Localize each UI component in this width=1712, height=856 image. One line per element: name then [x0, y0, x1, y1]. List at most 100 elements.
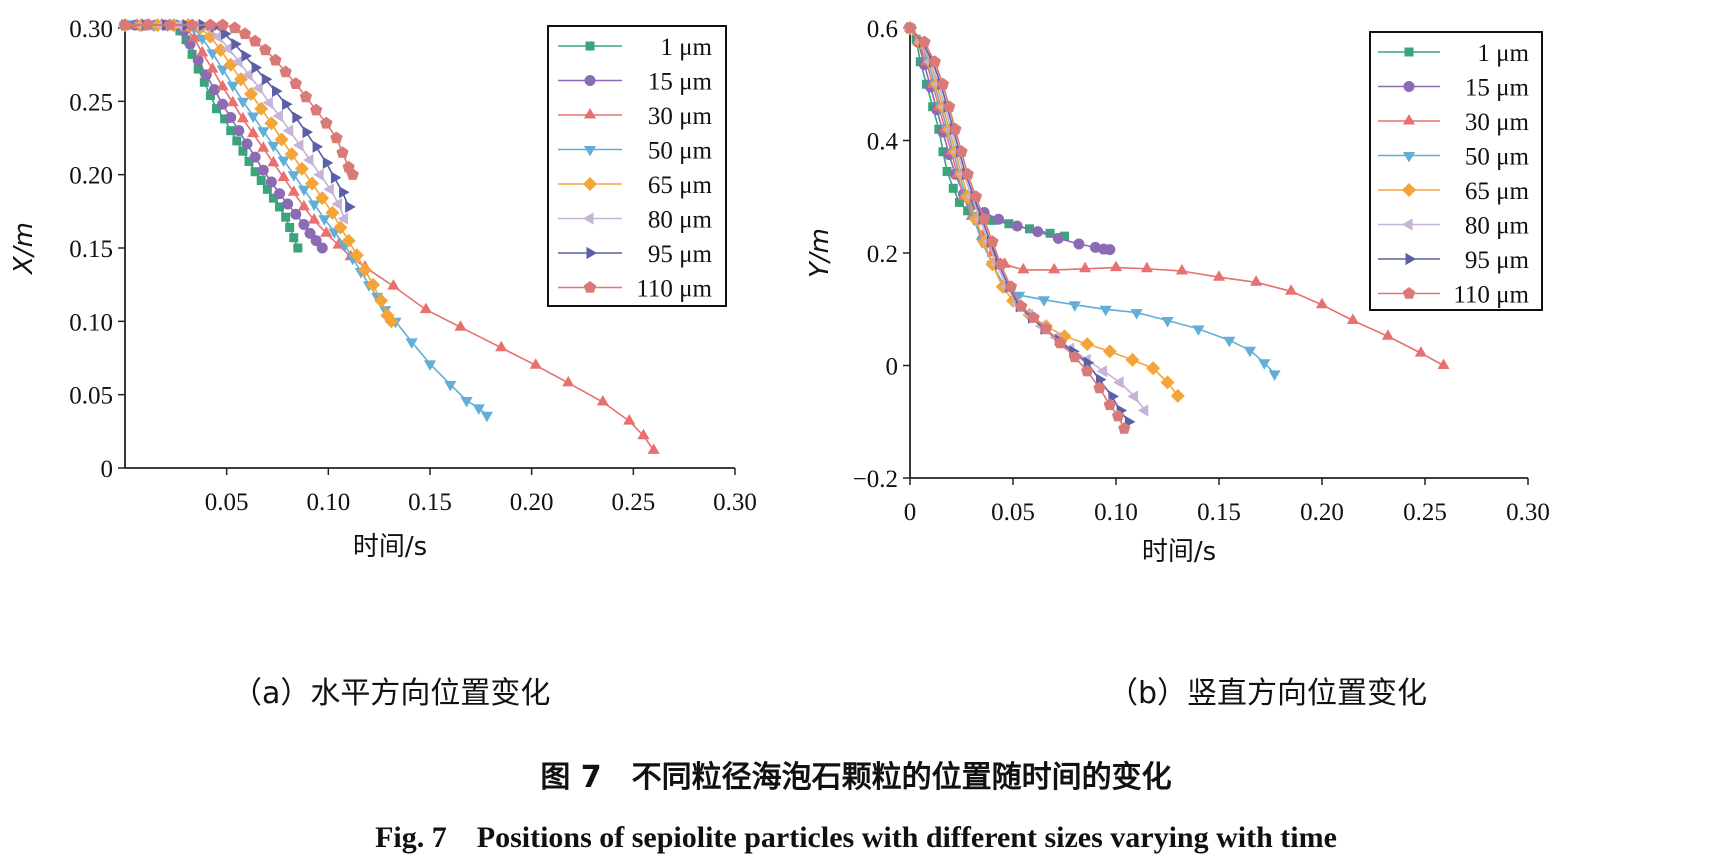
- data-point: [423, 360, 437, 371]
- data-point: [1027, 311, 1040, 323]
- y-tick-label: 0.05: [69, 383, 113, 410]
- data-point: [1130, 309, 1143, 320]
- data-point: [1099, 305, 1112, 317]
- data-point: [290, 208, 302, 220]
- data-point: [282, 124, 294, 137]
- data-point: [1146, 361, 1161, 376]
- data-point: [1223, 336, 1236, 348]
- y-tick-label: −0.2: [853, 466, 898, 493]
- data-point: [254, 101, 269, 116]
- x-tick-label: 0.05: [205, 489, 249, 516]
- data-point: [232, 136, 242, 146]
- x-tick-label: 0.20: [510, 489, 554, 516]
- data-point: [1250, 275, 1263, 286]
- data-point: [341, 233, 356, 248]
- data-point: [185, 18, 199, 31]
- y-axis-title: X/m: [9, 222, 39, 276]
- data-point: [297, 199, 310, 211]
- data-point: [954, 197, 964, 207]
- data-point: [454, 320, 467, 331]
- x-tick-label: 0.05: [991, 499, 1035, 526]
- data-point: [277, 156, 290, 167]
- data-point: [949, 122, 962, 135]
- data-point: [337, 212, 349, 225]
- legend-label: 50 μm: [648, 138, 713, 165]
- data-point: [1346, 313, 1359, 324]
- data-point: [269, 53, 282, 66]
- data-point: [1054, 336, 1067, 349]
- data-point: [387, 279, 400, 290]
- data-point: [196, 45, 209, 57]
- legend-box: [1369, 31, 1543, 311]
- data-point: [1096, 365, 1108, 378]
- data-point: [231, 55, 243, 68]
- data-point: [289, 77, 302, 89]
- data-point: [281, 212, 291, 222]
- x-tick-label: 0.10: [1094, 499, 1138, 526]
- legend-label: 30 μm: [648, 103, 713, 130]
- data-point: [259, 43, 272, 56]
- data-point: [1113, 376, 1124, 389]
- data-point: [948, 183, 958, 193]
- data-point: [1160, 375, 1175, 390]
- data-point: [274, 188, 286, 200]
- legend-label: 65 μm: [648, 172, 713, 199]
- data-point: [250, 167, 260, 177]
- data-point: [226, 81, 239, 93]
- data-point: [943, 100, 956, 112]
- data-point: [274, 132, 289, 147]
- legend-label: 80 μm: [1465, 213, 1530, 240]
- x-tick-label: 0.15: [1197, 499, 1241, 526]
- data-point: [221, 42, 233, 55]
- y-tick-label: 0.6: [867, 16, 898, 43]
- data-point: [1381, 329, 1394, 340]
- x-tick-label: 0.15: [408, 489, 452, 516]
- y-tick-label: 0.25: [69, 89, 113, 116]
- data-point: [297, 185, 310, 197]
- legend-marker: [583, 212, 594, 225]
- data-point: [216, 65, 229, 77]
- legend-marker: [583, 177, 597, 191]
- data-point: [305, 176, 320, 191]
- data-point: [304, 227, 316, 239]
- data-point: [206, 62, 219, 73]
- data-point: [257, 141, 270, 152]
- data-point: [287, 171, 300, 182]
- series-line: [909, 27, 1444, 367]
- data-point: [141, 18, 154, 31]
- data-point: [1111, 409, 1125, 422]
- legend-marker: [1405, 252, 1416, 266]
- data-point: [987, 215, 997, 225]
- data-point: [233, 125, 245, 137]
- x-axis-title: 时间/s: [1142, 537, 1216, 567]
- data-point: [928, 55, 941, 67]
- data-point: [1161, 317, 1174, 328]
- data-point: [299, 90, 313, 103]
- data-point: [163, 18, 176, 31]
- legend-marker: [586, 246, 597, 260]
- data-point: [298, 219, 310, 231]
- data-point: [1192, 325, 1205, 336]
- legend-label: 110 μm: [1453, 282, 1529, 309]
- legend-marker: [585, 41, 595, 51]
- data-point: [1089, 241, 1101, 253]
- y-tick-label: 0: [101, 456, 114, 483]
- data-point: [1060, 231, 1069, 241]
- data-point: [213, 43, 228, 57]
- data-point: [384, 314, 399, 329]
- data-point: [1015, 299, 1028, 312]
- data-point: [444, 380, 457, 392]
- subcaption-a: （a）水平方向位置变化: [232, 676, 551, 711]
- data-point: [637, 428, 650, 440]
- legend-label: 65 μm: [1465, 178, 1530, 205]
- legend-marker: [583, 146, 597, 157]
- data-point: [936, 77, 950, 90]
- data-point: [313, 168, 324, 181]
- data-point: [1045, 228, 1055, 238]
- data-point: [247, 112, 260, 123]
- data-point: [272, 85, 283, 98]
- data-point: [294, 161, 309, 176]
- data-point: [1037, 296, 1050, 307]
- data-point: [336, 146, 349, 158]
